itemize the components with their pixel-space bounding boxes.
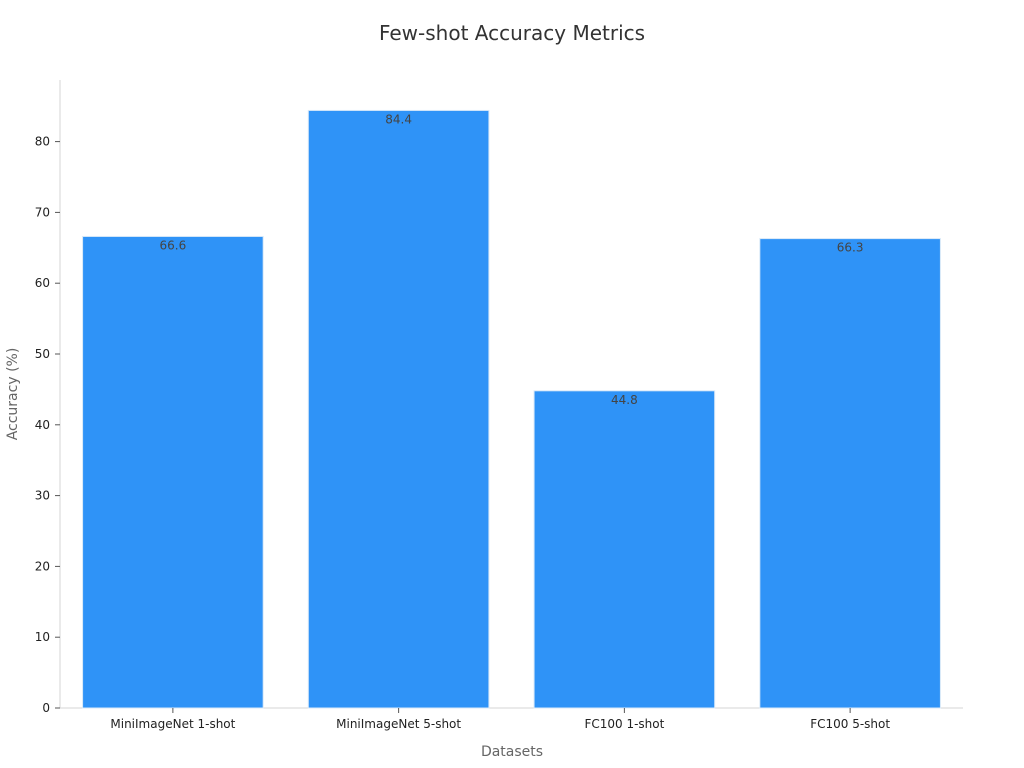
y-tick-label: 70 xyxy=(35,205,50,219)
x-tick-label: MiniImageNet 5-shot xyxy=(336,717,461,731)
y-tick-label: 50 xyxy=(35,347,50,361)
bar-value-label: 66.3 xyxy=(837,241,864,255)
y-ticks: 0 10 20 30 40 50 60 70 80 xyxy=(35,135,60,715)
y-tick-label: 0 xyxy=(42,701,50,715)
bar xyxy=(533,390,716,709)
y-tick-label: 60 xyxy=(35,276,50,290)
x-ticks: MiniImageNet 1-shot MiniImageNet 5-shot FC… xyxy=(110,708,890,731)
bar xyxy=(82,235,264,709)
bar-value-label: 44.8 xyxy=(611,393,638,407)
y-tick-label: 80 xyxy=(35,135,50,149)
bar xyxy=(759,238,941,709)
y-axis-label: Accuracy (%) xyxy=(5,348,21,441)
y-tick-label: 40 xyxy=(35,418,50,432)
x-tick-label: FC100 1-shot xyxy=(584,717,664,731)
bar-value-label: 66.6 xyxy=(160,238,187,252)
bars: 66.6 84.4 44.8 66.3 xyxy=(82,109,941,709)
y-tick-label: 30 xyxy=(35,489,50,503)
x-tick-label: FC100 5-shot xyxy=(810,717,890,731)
x-tick-label: MiniImageNet 1-shot xyxy=(110,717,235,731)
bar-value-label: 84.4 xyxy=(385,112,412,126)
bar xyxy=(307,109,490,709)
x-axis-label: Datasets xyxy=(481,744,543,760)
chart-title: Few-shot Accuracy Metrics xyxy=(379,21,645,45)
y-tick-label: 20 xyxy=(35,559,50,573)
y-tick-label: 10 xyxy=(35,630,50,644)
